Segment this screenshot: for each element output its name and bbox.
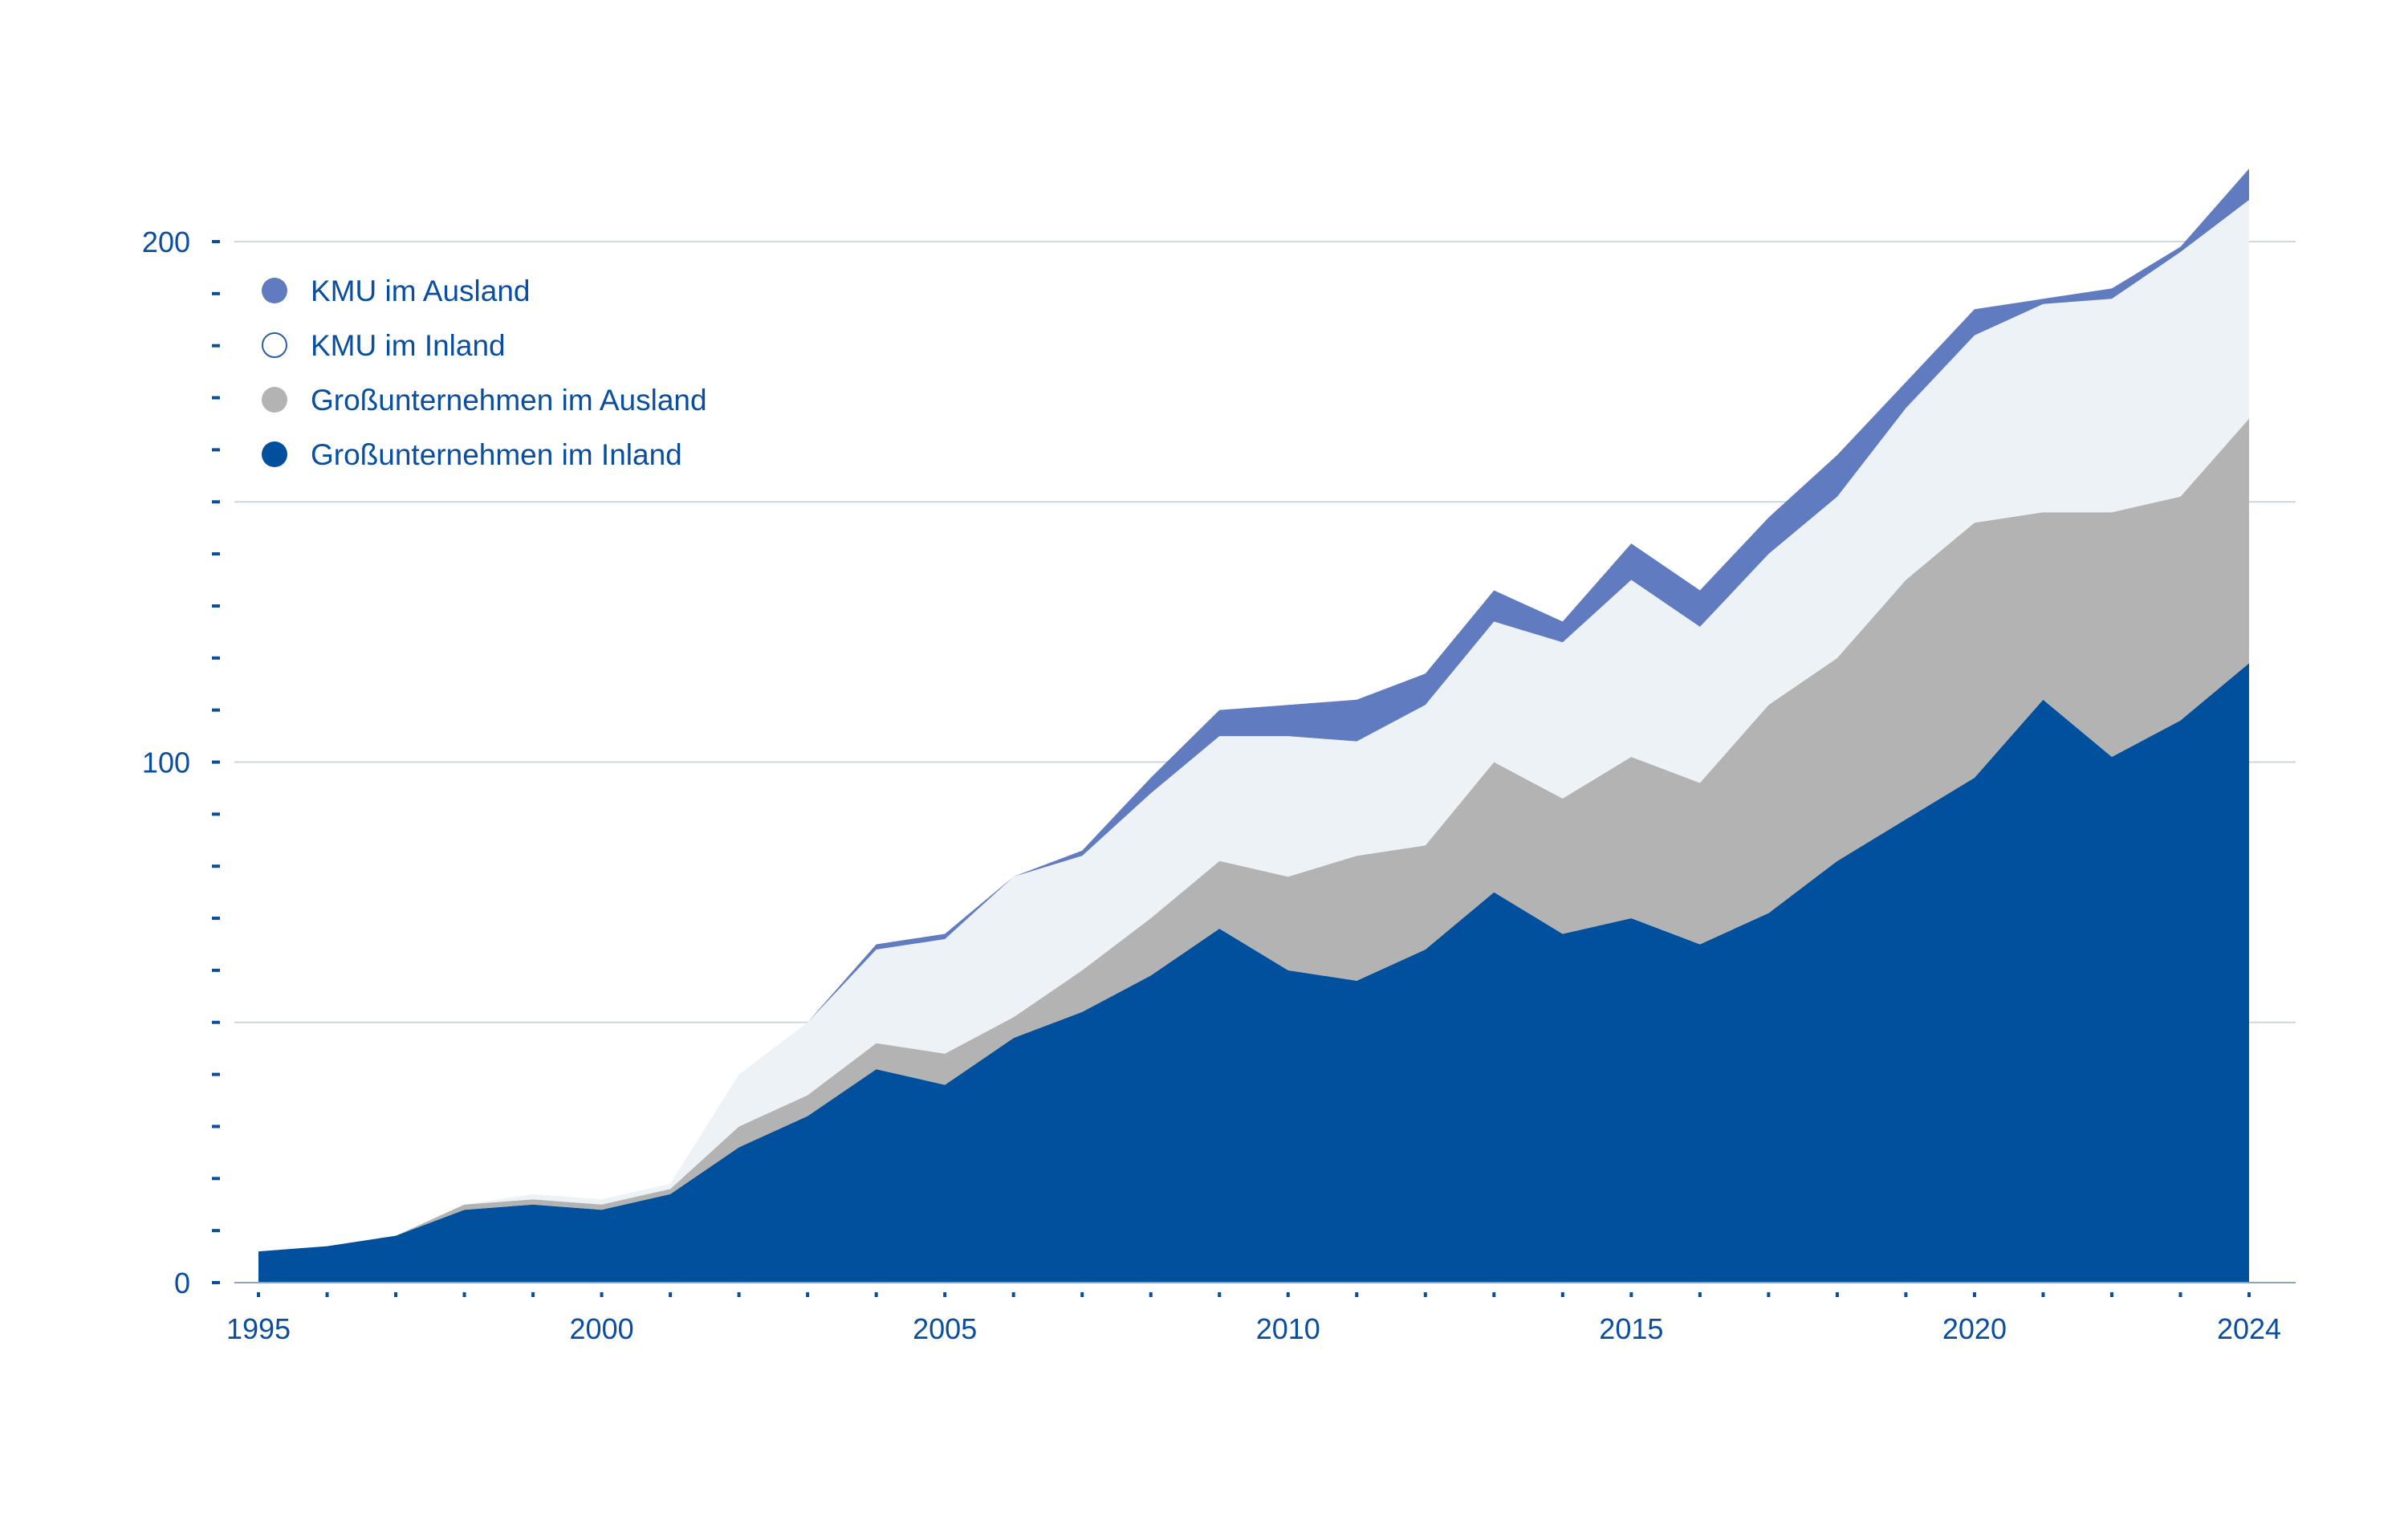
legend-item: KMU im Inland: [262, 329, 506, 362]
x-tick-mark: [1698, 1292, 1702, 1297]
y-tick-mark: [212, 1177, 220, 1181]
legend-label: KMU im Inland: [311, 329, 506, 362]
x-tick-mark: [1629, 1292, 1633, 1297]
x-tick-mark: [1767, 1292, 1771, 1297]
x-tick-mark: [1286, 1292, 1290, 1297]
legend-label: KMU im Ausland: [311, 275, 531, 307]
x-tick-mark: [600, 1292, 604, 1297]
x-tick-mark: [1835, 1292, 1839, 1297]
y-tick-mark: [212, 1072, 220, 1076]
x-tick-mark: [806, 1292, 810, 1297]
x-tick-mark: [1218, 1292, 1222, 1297]
x-tick-mark: [1011, 1292, 1015, 1297]
y-tick-mark: [212, 760, 220, 764]
area-series-2: [258, 200, 2249, 1252]
legend-marker: [262, 387, 287, 413]
legend-marker: [262, 441, 287, 467]
x-tick-mark: [462, 1292, 466, 1297]
x-tick-label: 2015: [1599, 1312, 1663, 1345]
x-tick-mark: [874, 1292, 878, 1297]
legend-marker: [262, 332, 287, 358]
y-tick-mark: [212, 917, 220, 921]
x-tick-mark: [1149, 1292, 1153, 1297]
x-tick-mark: [257, 1292, 260, 1297]
y-tick-mark: [212, 448, 220, 452]
x-tick-label: 1995: [226, 1312, 291, 1345]
area-series-1: [258, 418, 2249, 1252]
x-tick-mark: [1560, 1292, 1564, 1297]
y-tick-mark: [212, 500, 220, 504]
legend: KMU im Ausland KMU im Inland Großunternehm…: [262, 275, 707, 471]
x-tick-label: 2005: [913, 1312, 977, 1345]
x-tick-label: 2024: [2217, 1312, 2281, 1345]
x-tick-mark: [1972, 1292, 1976, 1297]
y-tick-label: 0: [174, 1267, 190, 1299]
x-tick-mark: [669, 1292, 673, 1297]
x-tick-mark: [1423, 1292, 1427, 1297]
legend-label: Großunternehmen im Inland: [311, 438, 682, 471]
x-tick-mark: [1492, 1292, 1496, 1297]
y-tick-mark: [212, 604, 220, 608]
y-tick-mark: [212, 552, 220, 556]
y-tick-mark: [212, 1281, 220, 1284]
x-tick-mark: [325, 1292, 329, 1297]
y-tick-mark: [212, 968, 220, 972]
x-tick-mark: [943, 1292, 947, 1297]
y-tick-mark: [212, 708, 220, 712]
x-tick-mark: [2247, 1292, 2251, 1297]
y-tick-label: 200: [142, 226, 190, 258]
axes: 1995 2000 2005 2010 2015 2020 2024 0 100 200: [142, 226, 2296, 1345]
x-tick-mark: [2109, 1292, 2113, 1297]
x-tick-mark: [2041, 1292, 2045, 1297]
y-tick-mark: [212, 1125, 220, 1129]
x-tick-label: 2020: [1942, 1312, 2007, 1345]
y-tick-label: 100: [142, 746, 190, 779]
x-tick-mark: [394, 1292, 398, 1297]
y-tick-mark: [212, 396, 220, 400]
y-tick-mark: [212, 864, 220, 868]
legend-item: Großunternehmen im Inland: [262, 438, 682, 471]
x-tick-mark: [1355, 1292, 1359, 1297]
legend-item: KMU im Ausland: [262, 275, 531, 307]
area-series-3: [258, 169, 2249, 1252]
x-tick-mark: [1080, 1292, 1084, 1297]
x-tick-label: 2010: [1256, 1312, 1320, 1345]
y-tick-mark: [212, 344, 220, 348]
y-tick-mark: [212, 291, 220, 295]
y-tick-mark: [212, 1229, 220, 1233]
y-tick-mark: [212, 812, 220, 816]
y-tick-mark: [212, 1020, 220, 1024]
area-series: [258, 169, 2249, 1283]
x-tick-mark: [2178, 1292, 2182, 1297]
legend-label: Großunternehmen im Ausland: [311, 384, 707, 417]
area-series-0: [258, 663, 2249, 1283]
x-tick-label: 2000: [570, 1312, 634, 1345]
y-tick-mark: [212, 240, 220, 243]
y-tick-mark: [212, 656, 220, 660]
legend-item: Großunternehmen im Ausland: [262, 384, 707, 417]
x-tick-mark: [737, 1292, 741, 1297]
legend-marker: [262, 278, 287, 303]
x-tick-mark: [531, 1292, 535, 1297]
x-tick-mark: [1904, 1292, 1908, 1297]
